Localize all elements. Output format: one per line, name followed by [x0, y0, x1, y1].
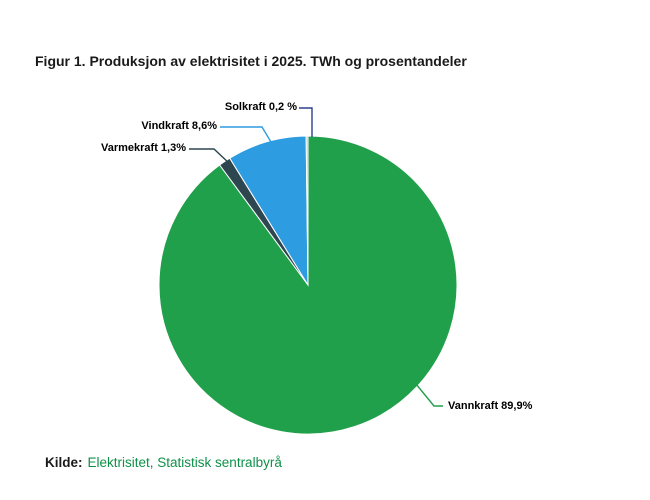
- pie-slices: [158, 135, 458, 435]
- solkraft-connector-line: [299, 107, 313, 137]
- vannkraft-connector-line: [415, 383, 443, 407]
- varmekraft-connector-line: [189, 148, 232, 166]
- source-link[interactable]: Elektrisitet, Statistisk sentralbyrå: [87, 455, 282, 470]
- pie-label-solkraft: Solkraft 0,2 %: [224, 101, 297, 113]
- source-line: Kilde: Elektrisitet, Statistisk sentralby…: [45, 455, 282, 470]
- pie-label-vannkraft: Vannkraft 89,9%: [448, 400, 533, 412]
- pie-label-varmekraft: Varmekraft 1,3%: [101, 142, 186, 154]
- vindkraft-connector-line: [220, 126, 272, 143]
- figure-title: Figur 1. Produksjon av elektrisitet i 20…: [35, 53, 467, 69]
- pie-label-vindkraft: Vindkraft 8,6%: [141, 120, 217, 132]
- source-prefix-label: Kilde:: [45, 455, 83, 470]
- pie-slice-solkraft[interactable]: [305, 135, 309, 286]
